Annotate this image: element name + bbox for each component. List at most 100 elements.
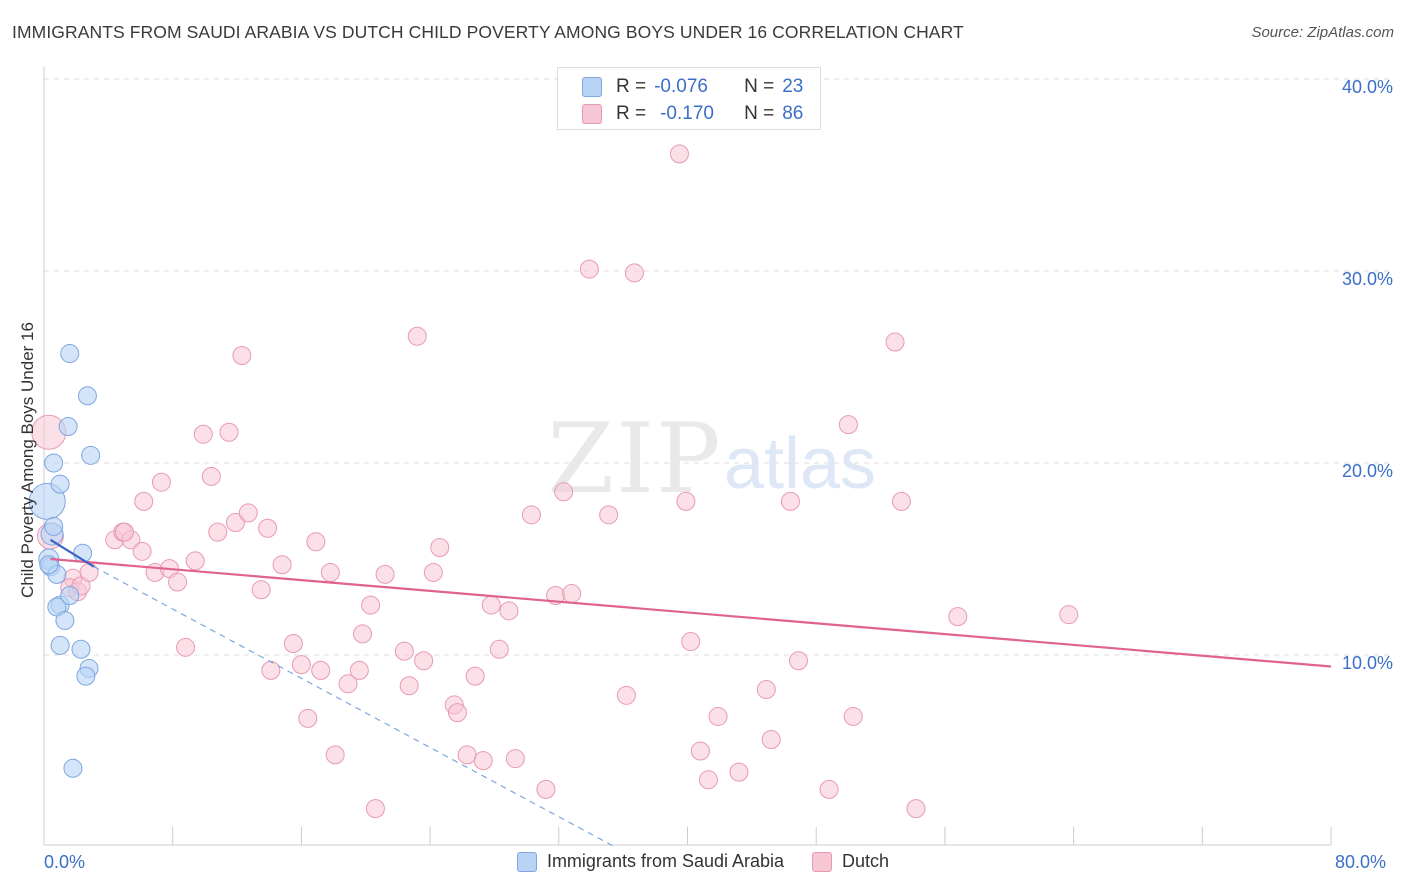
dutch-point	[238, 503, 258, 523]
dutch-point	[251, 580, 271, 600]
dutch-point	[365, 799, 385, 819]
dutch-point	[361, 595, 381, 615]
legend-row-dutch: R = -0.170 N = 86	[582, 103, 803, 125]
dutch-point	[291, 655, 311, 675]
dutch-point	[168, 572, 188, 592]
y-tick-label: 30.0%	[1342, 269, 1393, 289]
dutch-point	[906, 799, 926, 819]
dutch-point	[176, 637, 196, 657]
dutch-point	[407, 326, 427, 346]
dutch-point	[690, 741, 710, 761]
series-legend-label: Dutch	[842, 851, 890, 871]
legend-n-value: 23	[782, 76, 804, 97]
y-tick-label: 10.0%	[1342, 653, 1393, 673]
legend-r-value: -0.076	[654, 76, 708, 97]
dutch-point	[353, 624, 373, 644]
saudi-arabia-point	[58, 417, 78, 437]
trend-lines	[49, 538, 1332, 848]
dutch-point	[681, 632, 701, 652]
dutch-point	[499, 601, 519, 621]
dutch-point	[232, 345, 252, 365]
dutch-point	[756, 680, 776, 700]
dutch-point	[423, 562, 443, 582]
dutch-point	[311, 660, 331, 680]
dutch-point	[430, 537, 450, 557]
legend-swatch-blue	[582, 77, 602, 97]
dutch-point	[306, 532, 326, 552]
watermark: ZIP atlas	[547, 403, 876, 515]
dutch-point	[616, 685, 636, 705]
y-tick-label: 40.0%	[1342, 77, 1393, 97]
dutch-point	[132, 541, 152, 561]
watermark-zip: ZIP	[547, 403, 722, 515]
saudi-arabia-point	[77, 386, 97, 406]
dutch-point	[414, 651, 434, 671]
legend-n-label: N =	[744, 76, 775, 97]
dutch-point	[891, 491, 911, 511]
dutch-points	[31, 144, 1079, 819]
dutch-point	[399, 676, 419, 696]
legend-n-label: N =	[744, 103, 775, 124]
dutch-point	[457, 745, 477, 765]
dutch-point	[676, 491, 696, 511]
dutch-point	[789, 651, 809, 671]
dutch-point	[325, 745, 345, 765]
dutch-point	[761, 729, 781, 749]
dutch-point	[698, 770, 718, 790]
saudi-arabia-point	[55, 610, 75, 630]
watermark-atlas: atlas	[724, 424, 876, 504]
dutch-point	[1059, 605, 1079, 625]
saudi-arabia-point	[71, 639, 91, 659]
saudi-arabia-points	[28, 344, 101, 778]
dutch-point	[151, 472, 171, 492]
saudi-arabia-trend-extension	[93, 566, 616, 848]
y-axis-label: Child Poverty Among Boys Under 16	[18, 322, 37, 598]
x-tick-label-min: 0.0%	[44, 852, 86, 872]
dutch-point	[258, 518, 278, 538]
saudi-arabia-point	[63, 758, 83, 778]
saudi-arabia-point	[81, 445, 101, 465]
dutch-point	[885, 332, 905, 352]
series-legend-label: Immigrants from Saudi Arabia	[546, 851, 785, 871]
series-legend-dutch[interactable]: Dutch	[812, 851, 889, 872]
dutch-point	[272, 555, 292, 575]
dutch-point	[624, 263, 644, 283]
series-legend-saudi-arabia[interactable]: Immigrants from Saudi Arabia	[516, 851, 785, 872]
saudi-arabia-point	[76, 666, 96, 686]
dutch-point	[114, 522, 134, 542]
dutch-point	[473, 751, 493, 771]
dutch-point	[79, 562, 99, 582]
saudi-arabia-trend-line	[49, 538, 95, 568]
dutch-point	[843, 706, 863, 726]
saudi-arabia-point	[44, 453, 64, 473]
dutch-point	[536, 779, 556, 799]
dutch-point	[521, 505, 541, 525]
dutch-point	[579, 259, 599, 279]
dutch-point	[225, 513, 245, 533]
legend-r-label: R =	[616, 103, 647, 124]
dutch-point	[465, 666, 485, 686]
source-label: Source: ZipAtlas.com	[1251, 24, 1394, 41]
dutch-point	[819, 779, 839, 799]
dutch-point	[554, 482, 574, 502]
legend-r-value: -0.170	[660, 103, 714, 124]
y-tick-label: 20.0%	[1342, 461, 1393, 481]
legend-r-label: R =	[616, 76, 647, 97]
dutch-point	[948, 607, 968, 627]
dutch-point	[261, 660, 281, 680]
dutch-point	[489, 639, 509, 659]
dutch-point	[201, 466, 221, 486]
series-swatch-blue	[516, 851, 537, 872]
dutch-point	[838, 415, 858, 435]
dutch-point	[219, 422, 239, 442]
dutch-point	[193, 424, 213, 444]
dutch-point	[780, 491, 800, 511]
dutch-point	[349, 660, 369, 680]
dutch-point	[708, 706, 728, 726]
saudi-arabia-point	[50, 474, 70, 494]
y-tick-labels: 10.0% 20.0% 30.0% 40.0%	[1342, 77, 1393, 673]
dutch-point	[320, 562, 340, 582]
dutch-point	[599, 505, 619, 525]
chart-title: IMMIGRANTS FROM SAUDI ARABIA VS DUTCH CH…	[12, 22, 964, 42]
